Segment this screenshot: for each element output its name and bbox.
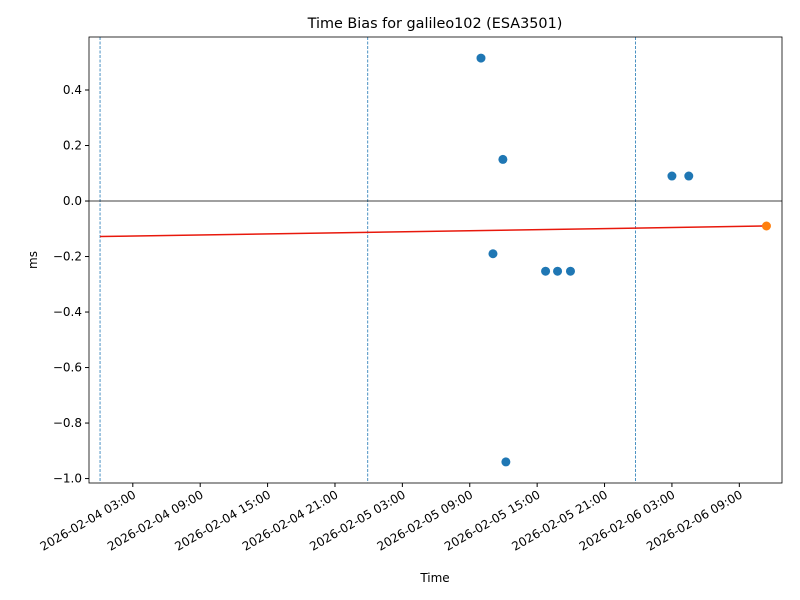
- plot-frame: [88, 36, 783, 484]
- data-point: [476, 53, 486, 63]
- trend-line: [100, 225, 767, 238]
- y-tick-label: −0.6: [53, 361, 82, 375]
- data-point: [667, 171, 677, 181]
- y-axis-label: ms: [26, 251, 40, 269]
- y-tick-label: 0.4: [63, 83, 82, 97]
- data-point: [488, 249, 498, 259]
- data-point: [684, 171, 694, 181]
- data-point: [501, 457, 511, 467]
- chart-title: Time Bias for galileo102 (ESA3501): [307, 16, 563, 32]
- x-axis-label: Time: [419, 571, 449, 585]
- y-tick-label: −0.8: [53, 416, 82, 430]
- y-tick-label: 0.2: [63, 139, 82, 153]
- data-point: [761, 221, 771, 231]
- data-point: [498, 154, 508, 164]
- y-tick-label: −1.0: [53, 472, 82, 486]
- y-tick-label: −0.4: [53, 305, 82, 319]
- y-tick-label: −0.2: [53, 250, 82, 264]
- data-point: [553, 266, 563, 276]
- data-point: [565, 266, 575, 276]
- data-point: [541, 266, 551, 276]
- y-tick-label: 0.0: [63, 194, 82, 208]
